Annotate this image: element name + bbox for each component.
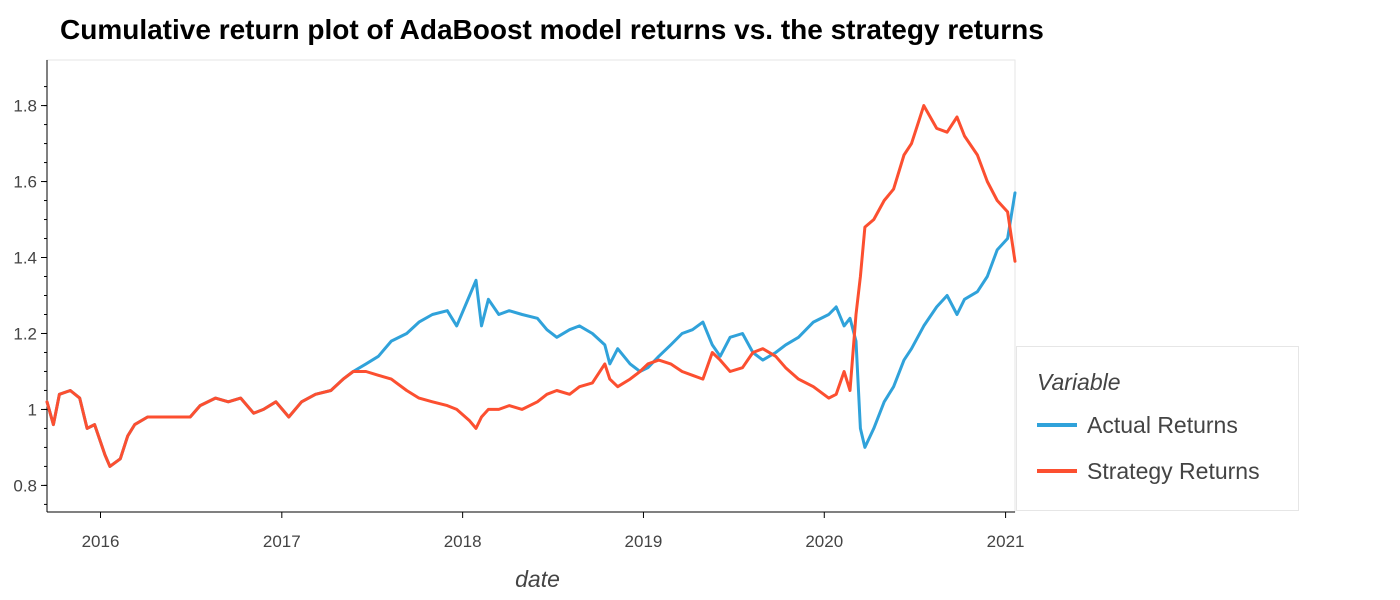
y-tick-label: 1.2	[13, 324, 37, 343]
x-tick-label: 2016	[82, 532, 120, 551]
legend-swatch-actual-returns	[1037, 423, 1077, 427]
chart-title: Cumulative return plot of AdaBoost model…	[60, 14, 1044, 45]
y-tick-label: 1.4	[13, 249, 37, 268]
x-tick-label: 2019	[625, 532, 663, 551]
legend-label-actual-returns: Actual Returns	[1087, 411, 1238, 438]
legend: Variable Actual Returns Strategy Returns	[1016, 346, 1299, 511]
x-tick-label: 2020	[805, 532, 843, 551]
series-line-strategy-returns	[45, 104, 1017, 468]
x-axis-ticks: 2016 2017 2018 2019 2020 2021	[82, 512, 1025, 551]
y-tick-label: 1	[28, 400, 37, 419]
x-tick-label: 2018	[444, 532, 482, 551]
y-tick-label: 0.8	[13, 476, 37, 495]
x-tick-label: 2021	[987, 532, 1025, 551]
legend-swatch-strategy-returns	[1037, 469, 1077, 473]
x-tick-label: 2017	[263, 532, 301, 551]
series-layer	[45, 104, 1017, 468]
legend-item-actual-returns[interactable]: Actual Returns	[1037, 410, 1238, 440]
y-axis-ticks: 0.8 1 1.2 1.4 1.6 1.8	[13, 86, 47, 505]
y-tick-label: 1.8	[13, 97, 37, 116]
plot-frame	[46, 59, 1016, 513]
legend-item-strategy-returns[interactable]: Strategy Returns	[1037, 456, 1260, 486]
y-tick-label: 1.6	[13, 173, 37, 192]
legend-title: Variable	[1037, 369, 1121, 395]
series-line-actual-returns	[45, 191, 1017, 468]
legend-label-strategy-returns: Strategy Returns	[1087, 457, 1260, 484]
x-axis-title: date	[515, 566, 560, 592]
